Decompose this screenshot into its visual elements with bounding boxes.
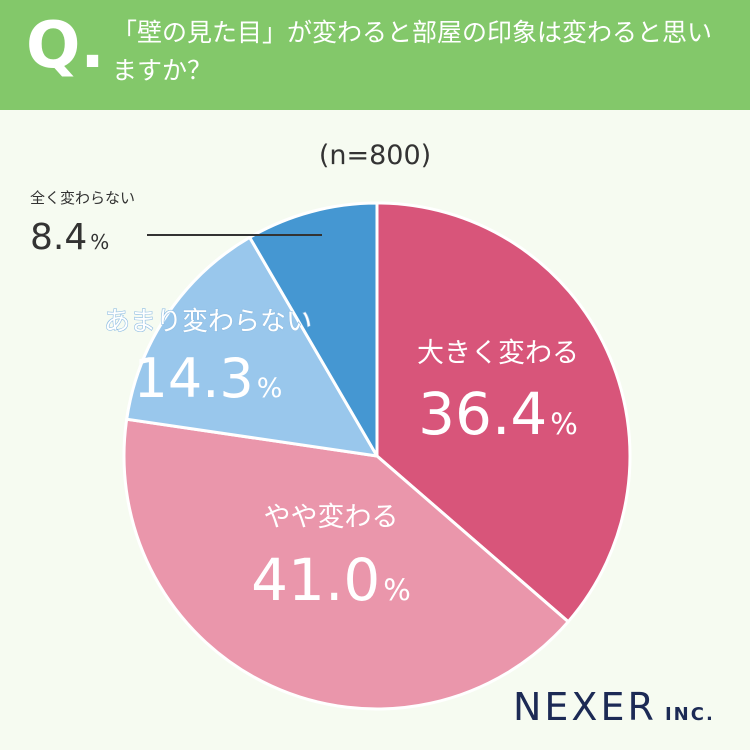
- sample-size-label: (n=800): [318, 140, 432, 171]
- nexer-logo: NEXER INC.: [513, 688, 715, 726]
- brand-name: NEXER: [513, 685, 657, 729]
- question-header: Q. 「壁の見た目」が変わると部屋の印象は変わると思いますか？: [0, 0, 750, 110]
- pie-slice-3: [125, 235, 379, 458]
- slice-label-4: 全く変わらない: [30, 189, 135, 207]
- brand-suffix: INC.: [664, 704, 715, 725]
- slice-label-2: やや変わる: [264, 502, 399, 533]
- slice-value-1: 36.4%: [418, 380, 578, 448]
- slice-value-4: 8.4%: [30, 217, 109, 258]
- pie-slice-2: [122, 417, 570, 711]
- question-text: 「壁の見た目」が変わると部屋の印象は変わると思いますか？: [112, 18, 713, 85]
- slice-label-1: 大きく変わる: [417, 338, 579, 369]
- pie-slice-1: [375, 201, 632, 624]
- slice-label-3: あまり変わらない: [104, 307, 312, 337]
- slice-value-2: 41.0%: [251, 546, 411, 614]
- q-mark: Q.: [26, 9, 105, 83]
- slice-value-3: 14.3%: [134, 347, 283, 410]
